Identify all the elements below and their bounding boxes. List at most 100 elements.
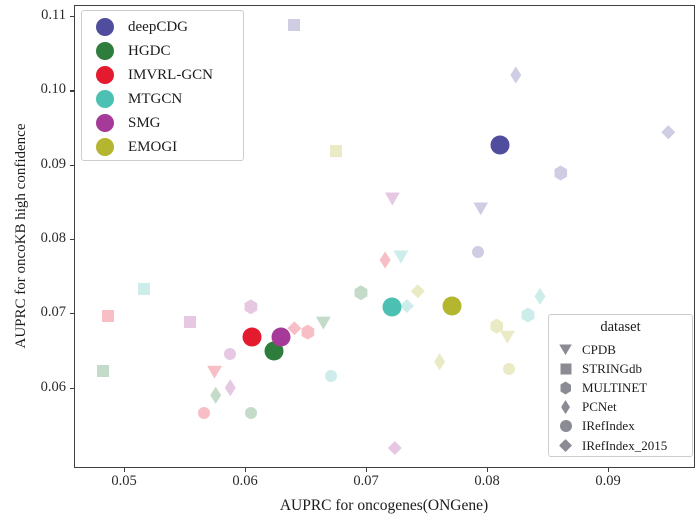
- point-MTGCN-PCNet: [534, 287, 546, 305]
- circle-icon: [559, 420, 572, 433]
- y-axis-tick-label: 0.10: [40, 81, 66, 98]
- method-legend-label: EMOGI: [128, 138, 178, 155]
- square-icon: [560, 363, 571, 375]
- point-deepCDG-MULTINET: [554, 165, 568, 181]
- point-MTGCN-MULTINET: [521, 307, 535, 323]
- x-axis-tick: [487, 468, 489, 472]
- dataset-legend-row: STRINGdb: [549, 359, 692, 378]
- dataset-legend-title: dataset: [600, 319, 641, 335]
- point-IMVRL-GCN-STRINGdb: [102, 309, 114, 322]
- dataset-legend-label: IRefIndex: [582, 418, 635, 434]
- point-SMG-PCNet: [224, 379, 236, 397]
- method-legend-row: SMG: [82, 111, 243, 135]
- y-axis-tick: [70, 387, 74, 389]
- x-axis-tick: [366, 468, 368, 472]
- point-SMG-mean: [271, 327, 291, 347]
- y-axis-tick: [70, 313, 74, 315]
- point-MTGCN-mean: [382, 297, 402, 317]
- point-MTGCN-IRefIndex: [324, 369, 337, 382]
- x-axis-tick: [245, 468, 247, 472]
- point-EMOGI-IRefIndex: [502, 363, 515, 376]
- point-EMOGI-mean: [442, 296, 462, 316]
- dataset-legend-label: PCNet: [582, 399, 617, 415]
- x-axis-tick-label: 0.05: [111, 473, 137, 489]
- x-axis-tick-label: 0.07: [353, 473, 379, 489]
- dataset-legend-row: CPDB: [549, 340, 692, 359]
- method-legend-row: EMOGI: [82, 135, 243, 159]
- method-legend-row: MTGCN: [82, 87, 243, 111]
- y-axis-tick-label: 0.08: [40, 230, 66, 247]
- point-EMOGI-IRefIndex_2015: [410, 284, 425, 299]
- point-HGDC-STRINGdb: [97, 364, 110, 377]
- y-axis-tick-label: 0.11: [41, 7, 66, 24]
- x-axis-tick-label: 0.09: [595, 473, 621, 489]
- method-legend-row: IMVRL-GCN: [82, 63, 243, 87]
- HGDC-marker-icon: [96, 42, 114, 60]
- point-deepCDG-mean: [490, 135, 510, 155]
- dataset-legend-label: MULTINET: [582, 379, 648, 395]
- point-deepCDG-IRefIndex_2015: [661, 125, 676, 140]
- x-axis-tick: [608, 468, 610, 472]
- y-axis-tick: [70, 16, 74, 18]
- point-SMG-IRefIndex_2015: [387, 441, 402, 455]
- hexagon-icon: [560, 381, 571, 395]
- point-IMVRL-GCN-mean: [242, 327, 262, 347]
- y-axis-tick-label: 0.09: [40, 155, 66, 172]
- y-axis-tick: [70, 238, 74, 241]
- dataset-legend: dataset CPDB STRINGdb MULTINET PCNet IRefInd…: [548, 314, 693, 457]
- point-deepCDG-CPDB: [473, 202, 489, 216]
- point-HGDC-CPDB: [315, 316, 331, 330]
- point-HGDC-IRefIndex: [244, 407, 257, 419]
- deepCDG-marker-icon: [96, 18, 114, 36]
- point-IMVRL-GCN-PCNet: [379, 251, 391, 269]
- point-SMG-STRINGdb: [184, 316, 197, 329]
- method-legend-label: IMVRL-GCN: [128, 66, 213, 83]
- point-IMVRL-GCN-MULTINET: [301, 324, 315, 340]
- y-axis-tick: [70, 90, 74, 92]
- x-axis-label: AUPRC for oncogenes(ONGene): [279, 497, 489, 514]
- y-axis-tick: [70, 164, 74, 166]
- dataset-legend-row: IRefIndex_2015: [549, 436, 692, 455]
- triangle-down-icon: [559, 344, 572, 356]
- method-legend: deepCDG HGDC IMVRL-GCN MTGCN SMG EMOGI: [81, 10, 244, 161]
- point-IMVRL-GCN-IRefIndex: [197, 407, 210, 419]
- y-axis-tick-label: 0.07: [40, 304, 66, 321]
- point-SMG-CPDB: [384, 192, 400, 206]
- point-MTGCN-STRINGdb: [138, 283, 151, 295]
- dataset-legend-row: IRefIndex: [549, 417, 692, 436]
- IMVRL-GCN-marker-icon: [96, 66, 114, 84]
- dataset-legend-label: STRINGdb: [582, 360, 642, 376]
- point-deepCDG-IRefIndex: [472, 245, 485, 258]
- EMOGI-marker-icon: [96, 138, 114, 156]
- point-deepCDG-PCNet: [510, 66, 522, 84]
- diamond-icon: [559, 439, 572, 453]
- dataset-legend-row: PCNet: [549, 398, 692, 417]
- MTGCN-marker-icon: [96, 90, 114, 108]
- point-EMOGI-MULTINET: [490, 318, 503, 334]
- SMG-marker-icon: [96, 114, 114, 132]
- method-legend-label: deepCDG: [128, 18, 188, 35]
- dataset-legend-row: MULTINET: [549, 378, 692, 397]
- y-axis-label: AUPRC for oncoKB high confidence: [13, 123, 29, 349]
- y-axis-tick-label: 0.06: [40, 378, 66, 395]
- method-legend-row: deepCDG: [82, 15, 243, 39]
- point-SMG-MULTINET: [244, 299, 258, 315]
- point-MTGCN-CPDB: [393, 250, 409, 264]
- dataset-legend-label: IRefIndex_2015: [582, 437, 668, 453]
- x-axis-tick-label: 0.06: [232, 473, 258, 489]
- method-legend-label: HGDC: [128, 42, 171, 59]
- method-legend-row: HGDC: [82, 39, 243, 63]
- point-EMOGI-PCNet: [434, 353, 446, 371]
- x-axis-tick-label: 0.08: [474, 473, 500, 489]
- point-MTGCN-IRefIndex_2015: [399, 299, 414, 313]
- method-legend-label: MTGCN: [128, 90, 183, 107]
- point-EMOGI-STRINGdb: [329, 144, 342, 157]
- point-HGDC-PCNet: [210, 386, 222, 404]
- point-SMG-IRefIndex: [224, 348, 237, 361]
- point-EMOGI-CPDB: [499, 330, 515, 344]
- point-IMVRL-GCN-IRefIndex_2015: [287, 321, 302, 336]
- point-IMVRL-GCN-CPDB: [207, 365, 222, 379]
- dataset-legend-label: CPDB: [582, 341, 616, 357]
- method-legend-label: SMG: [128, 114, 161, 131]
